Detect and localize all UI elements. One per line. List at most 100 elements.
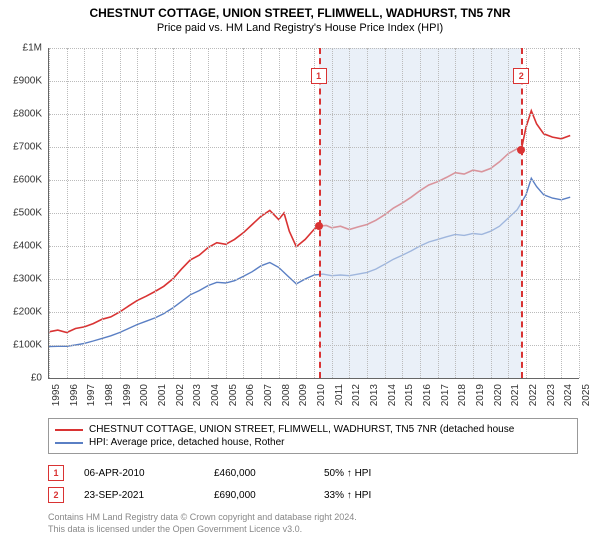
xtick-label: 2021 [510, 384, 521, 406]
event-delta: 50% ↑ HPI [324, 468, 371, 479]
gridline-v [137, 48, 138, 378]
gridline-v [508, 48, 509, 378]
xtick-label: 2020 [493, 384, 504, 406]
xtick-label: 2005 [228, 384, 239, 406]
event-price: £460,000 [214, 468, 304, 479]
gridline-v [84, 48, 85, 378]
ytick-label: £0 [0, 373, 42, 384]
gridline-v [261, 48, 262, 378]
ytick-label: £400K [0, 241, 42, 252]
ytick-label: £800K [0, 109, 42, 120]
ytick-label: £1M [0, 43, 42, 54]
xtick-label: 2023 [546, 384, 557, 406]
ytick-label: £500K [0, 208, 42, 219]
event-row: 2 23-SEP-2021 £690,000 33% ↑ HPI [48, 484, 578, 506]
xtick-label: 2014 [387, 384, 398, 406]
legend-swatch [55, 429, 83, 431]
xtick-label: 2018 [457, 384, 468, 406]
event-vline [521, 48, 523, 378]
gridline-v [491, 48, 492, 378]
xtick-label: 1998 [104, 384, 115, 406]
event-row: 1 06-APR-2010 £460,000 50% ↑ HPI [48, 462, 578, 484]
legend-label: CHESTNUT COTTAGE, UNION STREET, FLIMWELL… [89, 424, 514, 435]
legend-row: HPI: Average price, detached house, Roth… [55, 436, 571, 449]
event-delta: 33% ↑ HPI [324, 490, 371, 501]
xtick-label: 2010 [316, 384, 327, 406]
event-number-box: 2 [48, 487, 64, 503]
gridline-v [296, 48, 297, 378]
xtick-label: 2008 [281, 384, 292, 406]
gridline-v [367, 48, 368, 378]
xtick-label: 2024 [563, 384, 574, 406]
gridline-v [120, 48, 121, 378]
legend-row: CHESTNUT COTTAGE, UNION STREET, FLIMWELL… [55, 423, 571, 436]
chart-area: 12 £0£100K£200K£300K£400K£500K£600K£700K… [48, 48, 578, 408]
event-marker: 2 [513, 68, 529, 84]
xtick-label: 2003 [192, 384, 203, 406]
xtick-label: 2002 [175, 384, 186, 406]
gridline-v [420, 48, 421, 378]
gridline-v [102, 48, 103, 378]
ytick-label: £600K [0, 175, 42, 186]
xtick-label: 2022 [528, 384, 539, 406]
gridline-v [155, 48, 156, 378]
event-marker: 1 [311, 68, 327, 84]
xtick-label: 2019 [475, 384, 486, 406]
chart-title: CHESTNUT COTTAGE, UNION STREET, FLIMWELL… [0, 0, 600, 20]
gridline-v [526, 48, 527, 378]
events-table: 1 06-APR-2010 £460,000 50% ↑ HPI 2 23-SEP-202… [48, 462, 578, 506]
gridline-v [243, 48, 244, 378]
xtick-label: 2025 [581, 384, 592, 406]
xtick-label: 2000 [139, 384, 150, 406]
gridline-v [579, 48, 580, 378]
event-date: 06-APR-2010 [84, 468, 194, 479]
gridline-v [226, 48, 227, 378]
event-date: 23-SEP-2021 [84, 490, 194, 501]
gridline-v [190, 48, 191, 378]
xtick-label: 1996 [69, 384, 80, 406]
plot-region: 12 [48, 48, 579, 379]
xtick-label: 2011 [334, 384, 345, 406]
ytick-label: £100K [0, 340, 42, 351]
gridline-v [385, 48, 386, 378]
footer-attribution: Contains HM Land Registry data © Crown c… [48, 512, 578, 535]
xtick-label: 2013 [369, 384, 380, 406]
gridline-v [438, 48, 439, 378]
footer-line-1: Contains HM Land Registry data © Crown c… [48, 512, 578, 524]
xtick-label: 2004 [210, 384, 221, 406]
xtick-label: 2007 [263, 384, 274, 406]
event-vline [319, 48, 321, 378]
legend-label: HPI: Average price, detached house, Roth… [89, 437, 285, 448]
ytick-label: £900K [0, 76, 42, 87]
xtick-label: 2016 [422, 384, 433, 406]
gridline-v [173, 48, 174, 378]
gridline-v [544, 48, 545, 378]
xtick-label: 2017 [440, 384, 451, 406]
ytick-label: £700K [0, 142, 42, 153]
chart-subtitle: Price paid vs. HM Land Registry's House … [0, 20, 600, 34]
xtick-label: 2015 [404, 384, 415, 406]
legend-swatch [55, 442, 83, 444]
xtick-label: 1997 [86, 384, 97, 406]
event-price: £690,000 [214, 490, 304, 501]
xtick-label: 1999 [122, 384, 133, 406]
gridline-v [332, 48, 333, 378]
gridline-v [349, 48, 350, 378]
xtick-label: 2012 [351, 384, 362, 406]
ytick-label: £200K [0, 307, 42, 318]
xtick-label: 2009 [298, 384, 309, 406]
gridline-v [208, 48, 209, 378]
gridline-v [473, 48, 474, 378]
gridline-v [561, 48, 562, 378]
gridline-v [402, 48, 403, 378]
gridline-v [279, 48, 280, 378]
event-number-box: 1 [48, 465, 64, 481]
price-dot [517, 146, 525, 154]
xtick-label: 2001 [157, 384, 168, 406]
gridline-v [49, 48, 50, 378]
xtick-label: 1995 [51, 384, 62, 406]
xtick-label: 2006 [245, 384, 256, 406]
gridline-v [455, 48, 456, 378]
price-dot [315, 222, 323, 230]
gridline-v [314, 48, 315, 378]
